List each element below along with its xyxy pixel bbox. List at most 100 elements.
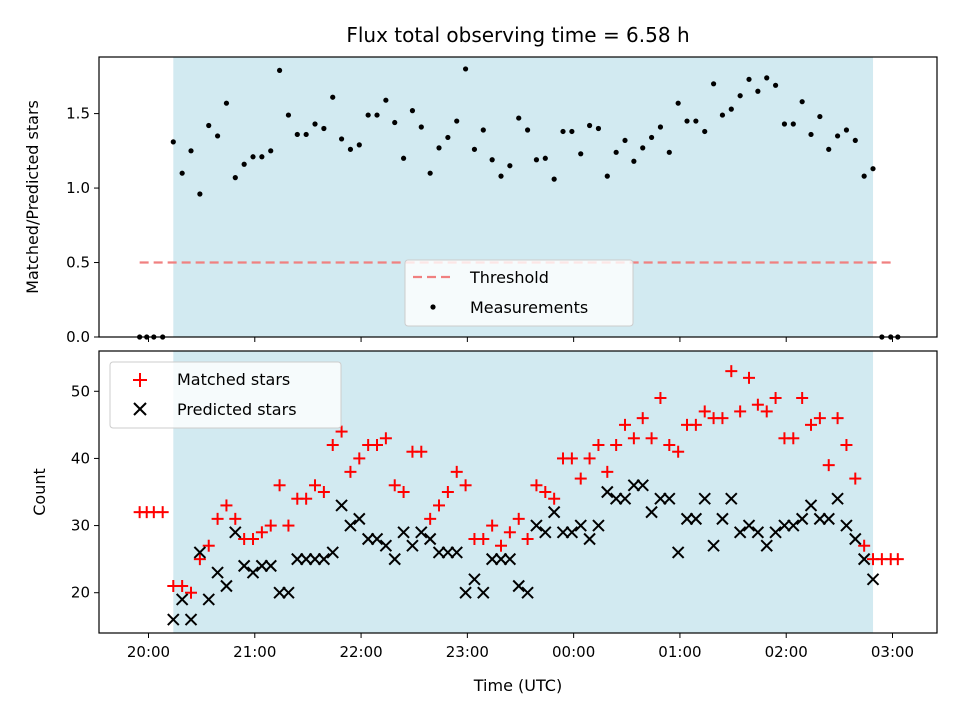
measurement-point (746, 76, 752, 82)
bottom-y-axis-ticks: 20 30 40 50 (71, 382, 99, 602)
predicted-stars-point (432, 546, 446, 559)
predicted-stars-point-b (415, 526, 428, 539)
predicted-stars-point-b (477, 586, 490, 599)
predicted-stars-point (450, 546, 463, 559)
matched-stars-point (672, 445, 685, 458)
predicted-stars-point-b (353, 512, 366, 526)
matched-stars-point (796, 392, 809, 404)
predicted-stars-point (698, 492, 711, 505)
measurement-point (764, 75, 770, 81)
measurement-point (188, 148, 194, 154)
predicted-stars-point-b (583, 532, 596, 546)
matched-stars-point (397, 486, 410, 498)
matched-stars-point (805, 418, 818, 431)
predicted-stars-point-b (547, 505, 561, 519)
predicted-stars-point (291, 552, 304, 566)
top-y-tick-label: 0.0 (66, 328, 90, 346)
predicted-stars-point (175, 593, 189, 606)
matched-stars-point (229, 512, 242, 525)
matched-stars-point (521, 533, 534, 545)
predicted-stars-point (689, 512, 703, 526)
predicted-stars-point-b (361, 532, 375, 546)
measurement-point (356, 142, 362, 148)
predicted-stars-series (167, 479, 880, 626)
matched-stars-point (477, 533, 490, 545)
measurement-point (303, 131, 309, 138)
predicted-stars-point-b (609, 492, 623, 505)
predicted-stars-point (353, 512, 366, 526)
predicted-stars-point-b (725, 492, 738, 505)
predicted-stars-point-b (326, 546, 339, 559)
matched-stars-point (486, 519, 499, 532)
measurement-point (622, 137, 628, 144)
matched-stars-point (255, 526, 268, 539)
predicted-stars-point (583, 532, 596, 546)
matched-stars-point (636, 412, 649, 425)
predicted-stars-point (388, 552, 401, 566)
predicted-stars-point-b (521, 586, 534, 599)
measurement-point (817, 113, 823, 120)
measurement-point (294, 131, 300, 138)
predicted-stars-point (167, 613, 180, 626)
measurement-point (631, 158, 637, 164)
predicted-stars-point (503, 552, 517, 566)
bottom-y-tick-label: 20 (71, 584, 90, 602)
top-legend: Threshold Measurements (404, 259, 634, 327)
measurement-point (507, 163, 513, 169)
predicted-stars-point-b (556, 526, 570, 539)
predicted-stars-point-b (636, 479, 649, 492)
predicted-stars-point (787, 519, 800, 532)
measurement-point (560, 128, 566, 135)
measurements-legend-label: Measurements (470, 298, 588, 317)
predicted-stars-point (477, 586, 490, 599)
matched-stars-point (335, 425, 348, 438)
matched-stars-point (424, 512, 437, 525)
top-y-axis-label: Matched/Predicted stars (23, 100, 42, 294)
measurement-point (524, 127, 531, 133)
matched-stars-point (610, 439, 623, 451)
predicted-stars-point (663, 492, 676, 505)
matched-stars-point (583, 452, 596, 465)
predicted-stars-point (273, 586, 286, 599)
predicted-stars-point (211, 566, 224, 579)
matched-stars-point (459, 479, 472, 492)
matched-stars-legend-marker (133, 373, 147, 387)
predicted-stars-legend-marker (133, 402, 147, 416)
measurement-point (648, 134, 655, 141)
matched-stars-point (654, 392, 667, 404)
predicted-stars-point (680, 512, 694, 526)
predicted-stars-point-b (751, 526, 765, 539)
predicted-stars-point (202, 593, 215, 606)
predicted-stars-point-b (787, 519, 800, 532)
predicted-stars-point (344, 519, 357, 532)
measurement-point (861, 173, 867, 179)
predicted-stars-point-b (813, 512, 827, 526)
predicted-stars-point (361, 532, 375, 546)
predicted-stars-point (866, 573, 880, 586)
matched-stars-point (433, 499, 446, 512)
predicted-stars-point (618, 492, 632, 505)
matched-stars-point (822, 459, 835, 472)
measurement-point (480, 127, 486, 133)
predicted-stars-point (326, 546, 339, 559)
predicted-stars-point (645, 505, 658, 519)
predicted-stars-point-b (184, 613, 198, 626)
measurement-point (533, 157, 540, 163)
matched-stars-point (565, 452, 578, 465)
measurement-point (312, 121, 318, 127)
threshold-legend-label: Threshold (469, 268, 549, 287)
chart-title: Flux total observing time = 6.58 h (346, 23, 689, 47)
matched-stars-point (734, 405, 747, 418)
x-tick-label: 03:00 (871, 643, 914, 661)
matched-stars-point (220, 499, 233, 512)
measurement-point (383, 97, 389, 103)
matched-stars-point (185, 586, 198, 599)
bottom-y-tick-label: 50 (71, 382, 90, 400)
matched-stars-point (388, 479, 401, 492)
predicted-stars-point (485, 552, 499, 566)
predicted-stars-point-b (255, 559, 269, 573)
predicted-stars-point (512, 579, 525, 593)
matched-stars-point (716, 412, 729, 425)
matched-stars-point (813, 412, 826, 425)
predicted-stars-point-b (592, 519, 605, 532)
